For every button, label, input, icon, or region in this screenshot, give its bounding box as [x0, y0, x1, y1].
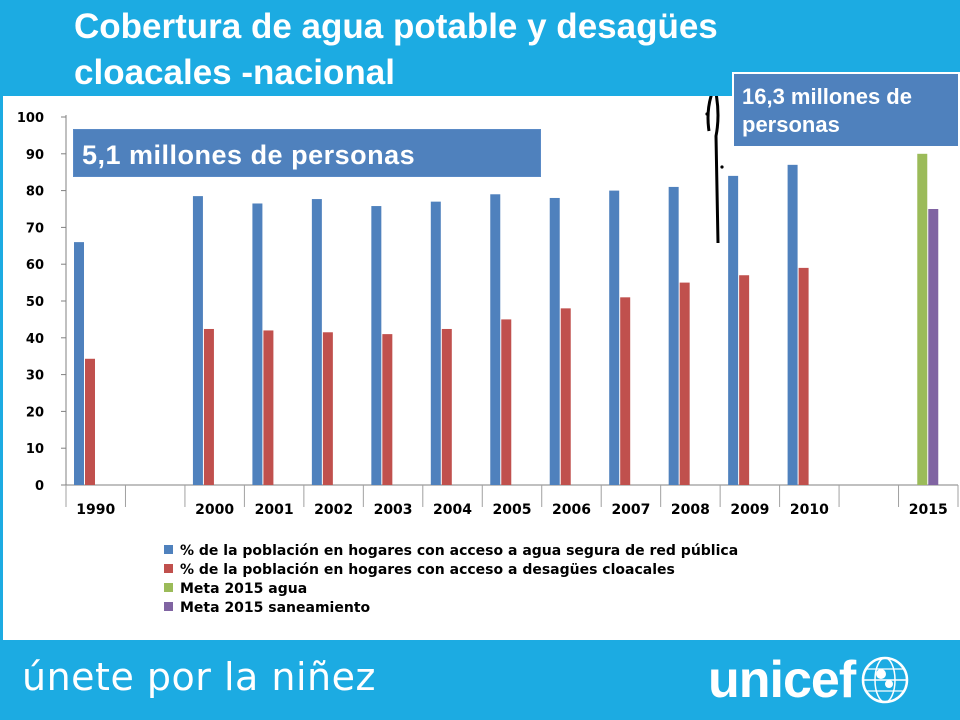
- bar-desagues: [382, 334, 393, 485]
- left-edge-strip: [0, 96, 3, 640]
- legend-swatch: [164, 564, 173, 573]
- legend-swatch: [164, 545, 173, 554]
- unicef-logo: unicef: [708, 650, 911, 710]
- bar-desagues: [203, 328, 214, 485]
- y-tick-label: 90: [26, 148, 44, 163]
- bar-desagues: [501, 319, 512, 485]
- bar-desagues: [322, 332, 333, 485]
- bracket-dot: [720, 165, 724, 169]
- legend-swatch: [164, 602, 173, 611]
- legend-label: Meta 2015 agua: [180, 581, 307, 597]
- x-tick-label: 2002: [314, 502, 353, 518]
- bar-desagues: [441, 328, 452, 485]
- y-tick-label: 60: [26, 258, 44, 273]
- callout-5-1-million: 5,1 millones de personas: [73, 129, 541, 177]
- x-tick-label: 2007: [611, 502, 650, 518]
- coverage-bar-chart: 0 10 20 30 40 50 60 70 80 90 100 1990 2000 2001 2002 20…: [17, 96, 959, 616]
- y-tick-label: 100: [17, 111, 44, 126]
- x-tick-label: 1990: [76, 502, 115, 518]
- legend-label: % de la población en hogares con acceso …: [180, 562, 675, 578]
- bar-agua: [668, 186, 679, 486]
- x-tick-label: 2005: [493, 502, 532, 518]
- bar-agua: [371, 206, 382, 485]
- bar-desagues: [798, 267, 809, 485]
- x-tick-label: 2000: [195, 502, 234, 518]
- x-tick-label: 2003: [374, 502, 413, 518]
- y-tick-label: 80: [26, 185, 44, 200]
- x-tick-label: 2015: [909, 502, 948, 518]
- legend-label: % de la población en hogares con acceso …: [180, 543, 738, 559]
- bar-desagues: [560, 308, 571, 485]
- x-tick-label: 2008: [671, 502, 710, 518]
- slide-title: Cobertura de agua potable y desagües clo…: [74, 7, 718, 92]
- y-tick-label: 30: [26, 369, 44, 384]
- y-tick-label: 10: [26, 442, 44, 457]
- unicef-emblem-icon: [861, 656, 909, 704]
- bracket-line-left: [706, 96, 713, 132]
- bar-agua: [430, 201, 441, 485]
- bar-agua: [192, 196, 203, 485]
- bar-agua: [549, 197, 560, 485]
- tagline: únete por la niñez: [22, 655, 376, 699]
- y-tick-label: 40: [26, 332, 44, 347]
- unicef-wordmark: unicef: [708, 651, 856, 709]
- x-tick-label: 2001: [255, 502, 294, 518]
- y-tick-label: 20: [26, 405, 44, 420]
- bar-desagues: [739, 275, 750, 485]
- bar-agua: [74, 242, 84, 485]
- bar-meta-agua: [917, 153, 928, 486]
- bar-agua: [311, 199, 322, 485]
- bar-agua: [490, 194, 501, 485]
- bar-desagues: [263, 330, 274, 485]
- bar-agua: [787, 164, 798, 485]
- bar-desagues: [679, 282, 690, 485]
- bar-desagues: [620, 297, 631, 485]
- bar-agua: [609, 190, 620, 485]
- legend-label: Meta 2015 saneamiento: [180, 600, 371, 616]
- y-tick-label: 70: [26, 221, 44, 236]
- bracket-dot: [705, 112, 709, 116]
- bracket-line-right: [714, 96, 720, 244]
- bar-meta-saneamiento: [928, 209, 939, 485]
- x-tick-label: 2010: [790, 502, 829, 518]
- y-tick-label: 0: [35, 479, 44, 494]
- x-tick-label: 2006: [552, 502, 591, 518]
- legend-swatch: [164, 583, 173, 592]
- callout-16-3-million: 16,3 millones de personas: [732, 72, 960, 148]
- bar-agua: [728, 175, 739, 485]
- bar-agua: [252, 203, 263, 485]
- x-tick-label: 2004: [433, 502, 472, 518]
- bar-desagues: [85, 358, 95, 485]
- x-tick-label: 2009: [730, 502, 769, 518]
- footer-band: [0, 640, 960, 720]
- y-tick-label: 50: [26, 295, 44, 310]
